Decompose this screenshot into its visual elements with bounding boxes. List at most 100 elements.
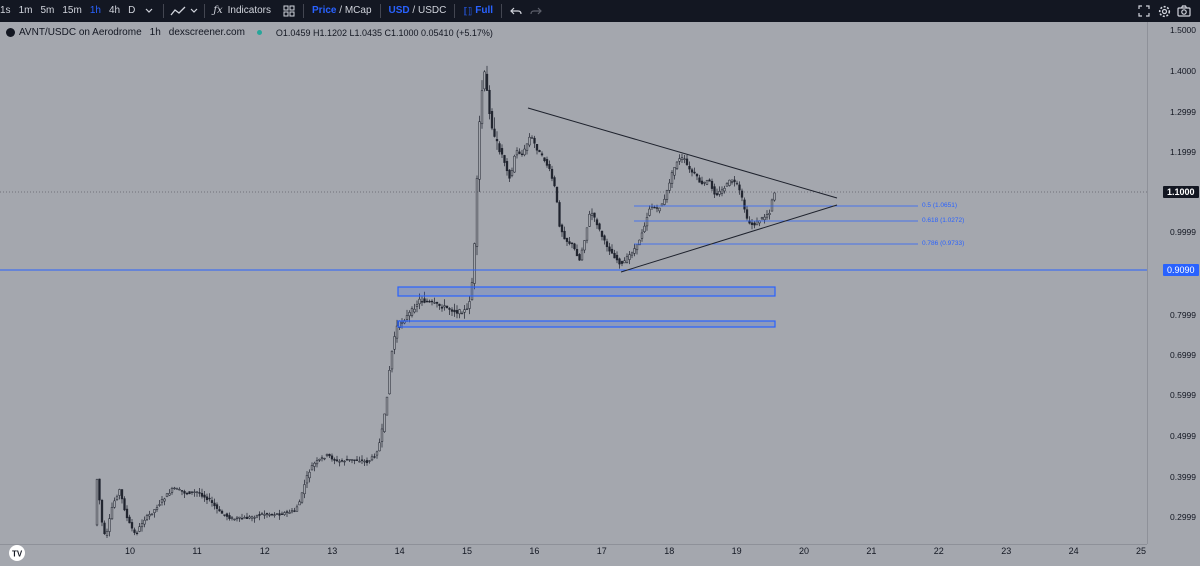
interval-4h[interactable]: 4h	[108, 5, 121, 16]
candle-body	[453, 309, 456, 313]
candle-body	[280, 513, 284, 515]
full-toggle[interactable]: ⟦⟧ Full	[459, 0, 497, 22]
candle-body	[215, 504, 219, 509]
interval-15m[interactable]: 15m	[62, 5, 82, 16]
candle-body	[220, 510, 224, 514]
candle-body	[515, 150, 519, 156]
candle-body	[305, 475, 309, 484]
interval-1s[interactable]: 1s	[0, 5, 11, 16]
line-chart-icon[interactable]	[168, 0, 188, 22]
price-chart[interactable]	[0, 22, 1200, 561]
candle-body	[125, 508, 129, 519]
candle-body	[460, 312, 464, 315]
price-label: Price	[312, 5, 337, 16]
chevron-down-icon[interactable]	[188, 0, 200, 22]
interval-5m[interactable]: 5m	[40, 5, 55, 16]
price-mcap-toggle[interactable]: Price / MCap	[308, 0, 376, 22]
bracket-icon: ⟦⟧	[463, 6, 473, 16]
candle-body	[153, 509, 156, 513]
usdc-label: USDC	[417, 5, 447, 16]
interval-d[interactable]: D	[128, 5, 136, 16]
candle-body	[698, 177, 701, 183]
candle-body	[245, 516, 249, 519]
redo-icon[interactable]	[526, 0, 546, 22]
candle-body	[268, 514, 271, 516]
interval-1h[interactable]: 1h	[89, 5, 101, 16]
candle-body	[478, 121, 481, 180]
candle-body	[100, 500, 104, 523]
candle-body	[663, 198, 666, 205]
currency-toggle[interactable]: USD / USDC	[385, 0, 451, 22]
indicators-label: Indicators	[227, 5, 272, 16]
candle-body	[463, 309, 466, 313]
toolbar-divider	[454, 4, 456, 18]
candle-body	[325, 453, 329, 456]
candle-body	[700, 180, 704, 184]
candle-body	[185, 492, 189, 495]
tradingview-logo[interactable]: TV	[6, 545, 28, 561]
candle-body	[290, 510, 294, 513]
candle-body	[613, 252, 616, 259]
candle-body	[518, 151, 521, 154]
candle-body	[638, 239, 641, 246]
price-tick-label: 1.4000	[1170, 66, 1196, 76]
support-zone-upper[interactable]	[397, 286, 776, 297]
time-scale[interactable]	[0, 544, 1147, 562]
descending-trendline[interactable]	[527, 107, 838, 199]
candle-body	[385, 396, 389, 416]
candle-body	[545, 159, 549, 166]
candle-body	[513, 155, 516, 173]
gear-icon[interactable]	[1154, 0, 1174, 22]
candle-body	[213, 502, 216, 507]
usd-label: USD	[388, 5, 410, 16]
candle-body	[263, 514, 266, 516]
grid-icon[interactable]	[279, 0, 299, 22]
time-tick-label: 18	[664, 546, 675, 556]
mcap-label: MCap	[344, 5, 372, 16]
candle-body	[770, 199, 774, 212]
candle-body	[525, 143, 529, 151]
candle-body	[645, 217, 649, 227]
candle-body	[395, 325, 399, 339]
ascending-trendline[interactable]	[620, 204, 838, 273]
candle-body	[670, 172, 674, 184]
candle-body	[200, 492, 204, 497]
chevron-down-icon[interactable]	[139, 0, 159, 22]
candle-body	[323, 457, 326, 460]
fullscreen-icon[interactable]	[1134, 0, 1154, 22]
candle-body	[763, 216, 766, 221]
candle-body	[298, 501, 301, 506]
candle-body	[400, 321, 404, 324]
support-zone-lower[interactable]	[397, 320, 776, 328]
candle-body	[578, 254, 581, 261]
indicators-button[interactable]: ƒx Indicators	[209, 0, 275, 22]
candle-body	[543, 157, 546, 162]
candle-body	[480, 90, 484, 125]
candle-body	[103, 522, 106, 534]
undo-icon[interactable]	[506, 0, 526, 22]
interval-1m[interactable]: 1m	[18, 5, 33, 16]
candle-body	[255, 514, 259, 518]
candle-body	[575, 249, 579, 257]
candle-body	[348, 459, 351, 461]
candle-body	[110, 507, 114, 520]
candle-body	[260, 513, 264, 515]
candle-body	[373, 456, 376, 458]
candle-body	[170, 488, 174, 493]
candle-body	[713, 186, 716, 195]
time-tick-label: 13	[327, 546, 338, 556]
candle-body	[623, 260, 626, 264]
time-tick-label: 22	[933, 546, 944, 556]
price-scale[interactable]	[1147, 22, 1200, 544]
candle-body	[500, 148, 504, 155]
candle-body	[568, 241, 571, 244]
candle-body	[145, 515, 149, 520]
candle-body	[488, 89, 491, 114]
candle-body	[570, 242, 574, 245]
toolbar-divider	[379, 4, 381, 18]
camera-icon[interactable]	[1174, 0, 1194, 22]
candle-body	[143, 519, 146, 525]
candle-body	[683, 158, 686, 160]
fib-label-0.618: 0.618 (1.0272)	[922, 217, 965, 224]
candle-body	[653, 206, 656, 209]
